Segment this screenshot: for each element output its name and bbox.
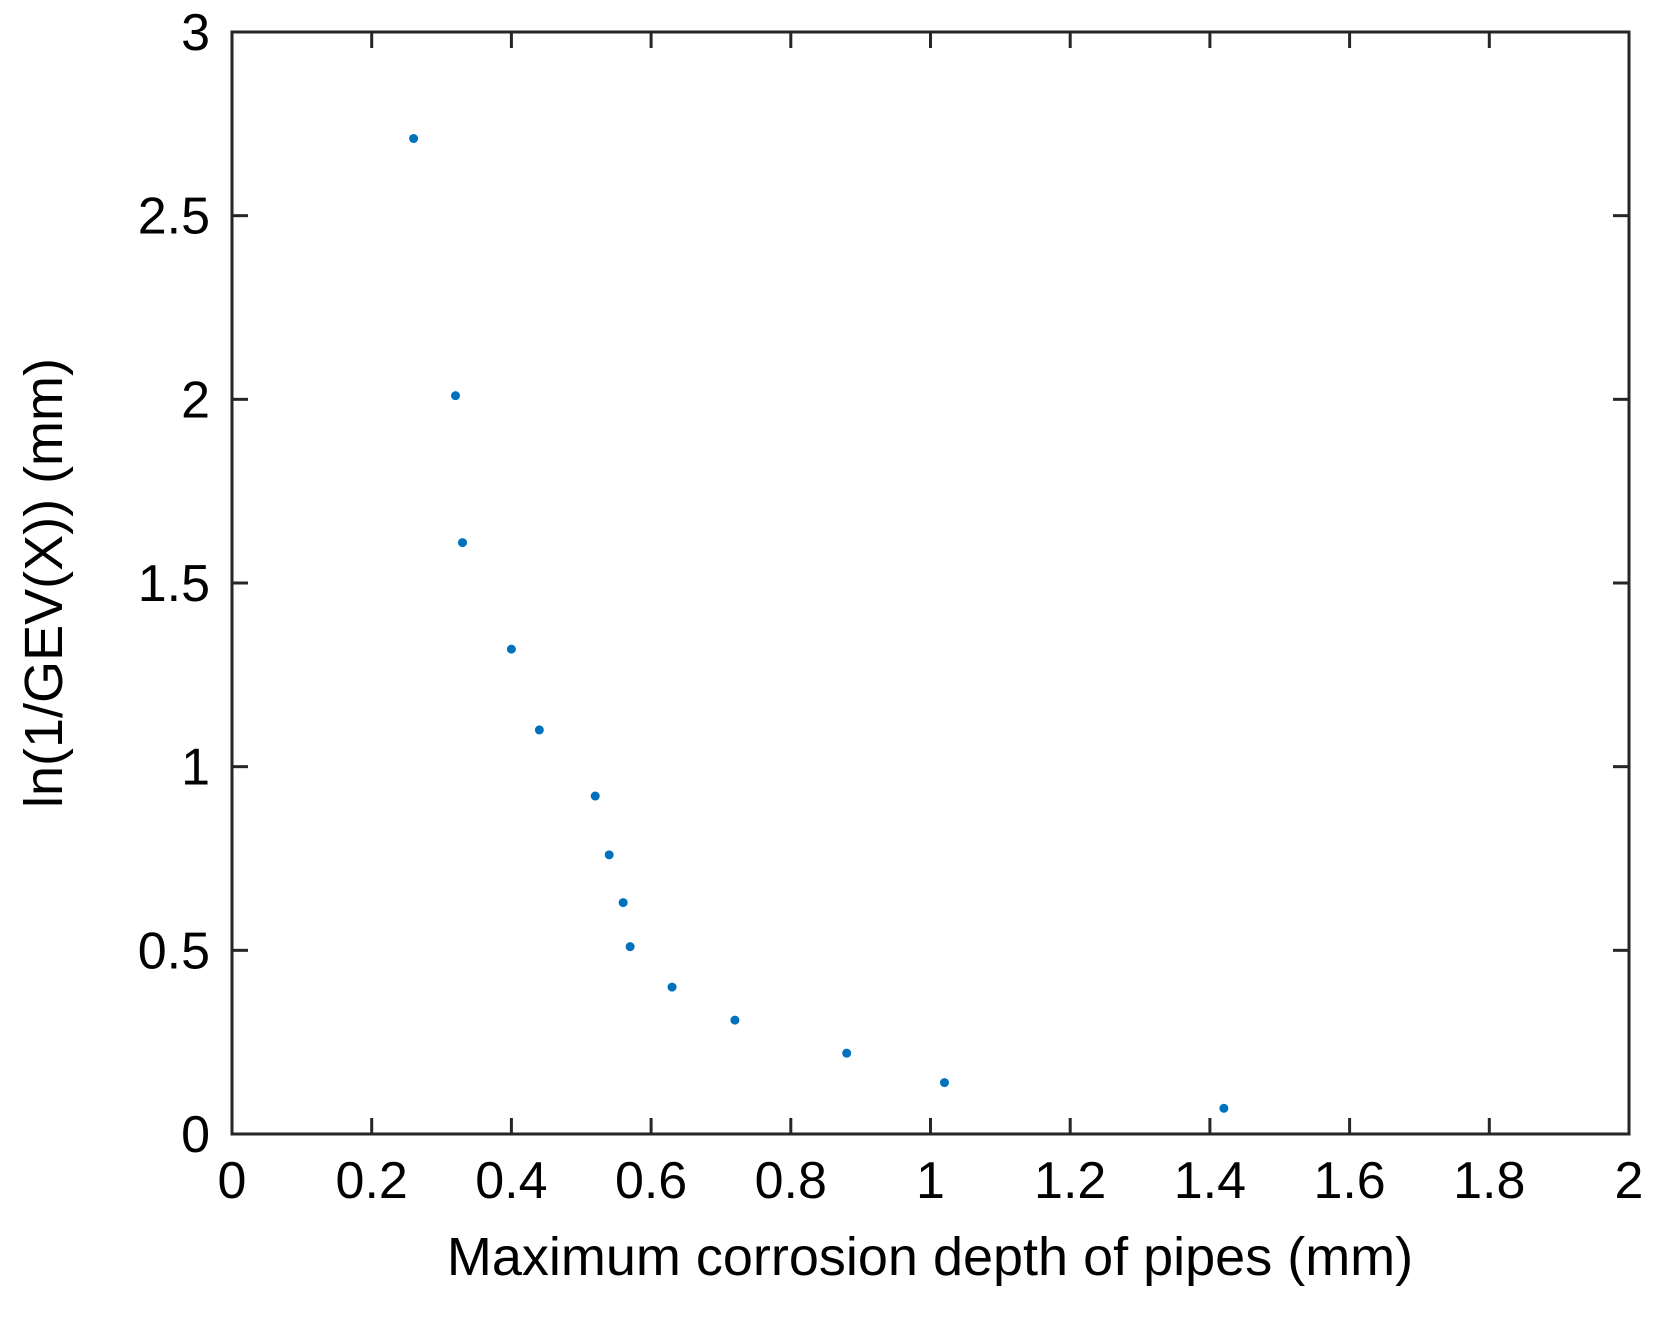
data-points [409,134,1229,1113]
data-point [590,791,600,801]
data-point [842,1048,852,1058]
x-tick-labels: 0 0.2 0.4 0.6 0.8 1 1.2 1.4 1.6 1.8 2 [218,1152,1644,1210]
x-tick-label: 0.8 [755,1152,827,1210]
x-tick-label: 1.6 [1313,1152,1385,1210]
data-point [667,982,677,992]
plot-area-frame [230,30,1631,1136]
y-tick-label: 0 [181,1106,210,1164]
y-tick-label: 1.5 [138,555,210,613]
data-point [618,898,628,908]
x-tick-label: 0.6 [615,1152,687,1210]
y-tick-label: 2 [181,371,210,429]
axis-ticks [230,30,1631,1136]
x-tick-label: 2 [1615,1152,1644,1210]
data-point [451,391,461,401]
x-tick-label: 1.4 [1174,1152,1246,1210]
data-point [939,1078,949,1088]
x-tick-label: 1 [916,1152,945,1210]
y-tick-labels: 0 0.5 1 1.5 2 2.5 3 [138,4,210,1164]
x-tick-label: 0.2 [336,1152,408,1210]
data-point [730,1015,740,1025]
data-point [458,538,468,548]
data-point [604,850,614,860]
data-point [506,644,516,654]
y-tick-label: 2.5 [138,188,210,246]
x-axis-label: Maximum corrosion depth of pipes (mm) [447,1227,1413,1287]
data-point [409,134,419,144]
x-tick-label: 0 [218,1152,247,1210]
x-tick-label: 0.4 [475,1152,547,1210]
y-tick-label: 3 [181,4,210,62]
data-point [625,942,635,952]
y-tick-label: 0.5 [138,922,210,980]
y-tick-label: 1 [181,739,210,797]
y-axis-label: ln(1/GEV(X)) (mm) [14,358,74,808]
data-point [534,725,544,735]
data-point [1219,1103,1229,1113]
x-tick-label: 1.8 [1453,1152,1525,1210]
x-tick-label: 1.2 [1034,1152,1106,1210]
